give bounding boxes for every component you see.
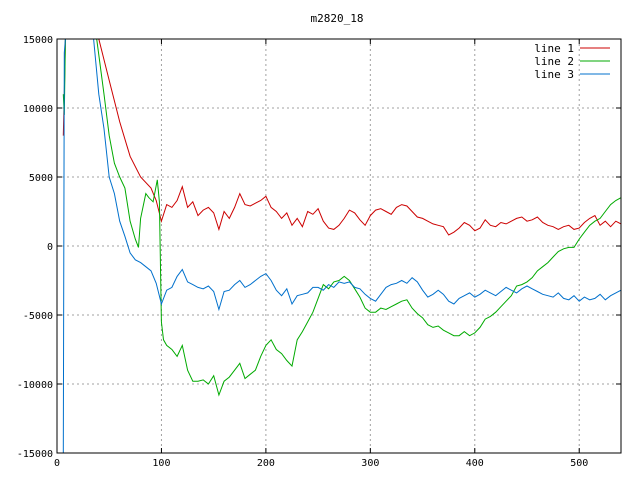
series-line-3 [62, 39, 621, 453]
legend-label-line-2: line 2 [534, 55, 574, 68]
chart-title: m2820_18 [311, 12, 364, 25]
series-group [62, 39, 621, 453]
x-tick-label: 300 [361, 458, 379, 469]
y-tick-label: 5000 [29, 173, 53, 184]
x-tick-label: 400 [466, 458, 484, 469]
series-line-1 [62, 39, 621, 236]
axis-ticks: 0 100 200 300 400 500 -15000 -10000 -5000 0 5000 10… [17, 35, 621, 469]
plot-frame [56, 38, 622, 454]
x-tick-label: 500 [570, 458, 588, 469]
y-tick-label: 10000 [23, 104, 53, 115]
y-tick-label: -10000 [17, 380, 53, 391]
x-tick-label: 200 [257, 458, 275, 469]
legend-label-line-3: line 3 [534, 68, 574, 81]
y-tick-label: -5000 [23, 311, 53, 322]
y-tick-label: 15000 [23, 35, 53, 46]
y-tick-label: -15000 [17, 449, 53, 460]
y-tick-label: 0 [47, 242, 53, 253]
x-tick-label: 100 [152, 458, 170, 469]
x-tick-label: 0 [54, 458, 60, 469]
grid [57, 39, 621, 453]
legend-label-line-1: line 1 [534, 42, 574, 55]
